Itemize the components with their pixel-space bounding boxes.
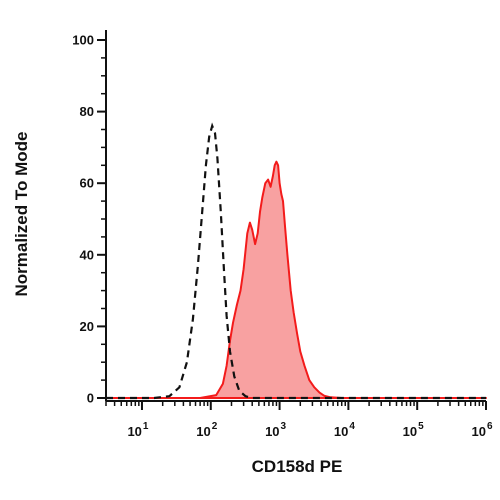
y-tick-label: 100	[72, 33, 94, 48]
x-tick-label: 101	[127, 421, 148, 439]
axes	[105, 30, 486, 402]
x-tick-exponent: 5	[418, 421, 424, 432]
x-tick-label: 102	[196, 421, 217, 439]
y-tick-label: 60	[80, 176, 94, 191]
y-tick-label: 0	[87, 391, 94, 406]
x-tick-exponent: 2	[212, 421, 218, 432]
y-tick-label: 20	[80, 319, 94, 334]
x-tick-exponent: 3	[281, 421, 287, 432]
filled-histogram-series	[105, 160, 487, 399]
y-tick-label: 40	[80, 247, 94, 262]
x-tick-label: 106	[471, 421, 492, 439]
y-ticks: 0 20 40 60 80 100	[72, 33, 106, 406]
x-axis-title: CD158d PE	[252, 457, 343, 476]
plot-series	[105, 122, 487, 400]
y-tick-label: 80	[80, 104, 94, 119]
x-tick-exponent: 6	[487, 421, 493, 432]
x-tick-exponent: 1	[143, 421, 149, 432]
x-tick-label: 105	[403, 421, 424, 439]
x-tick-label: 103	[265, 421, 286, 439]
dashed-histogram-series	[106, 122, 486, 400]
x-tick-exponent: 4	[349, 421, 355, 432]
x-tick-label: 104	[334, 421, 355, 439]
x-ticks: 101 102 103 104 105 106	[105, 401, 493, 439]
y-axis-title: Normalized To Mode	[12, 132, 31, 297]
